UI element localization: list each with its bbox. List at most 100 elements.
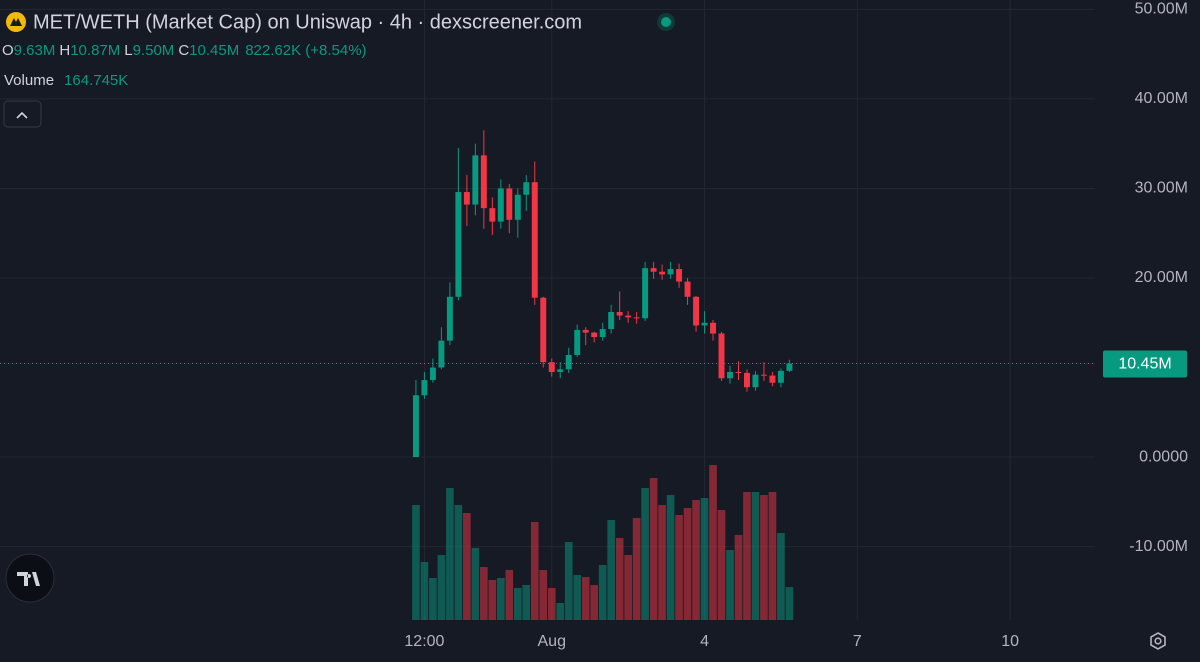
h-label: H [59, 42, 70, 59]
volume-bar [649, 478, 658, 620]
candle-body [735, 372, 742, 373]
y-tick-label: 40.00M [1135, 90, 1188, 107]
volume-bar [598, 565, 607, 620]
volume-bar [692, 500, 700, 620]
x-tick-label: Aug [538, 633, 566, 650]
candle-body [574, 329, 581, 355]
last-price-box [1103, 350, 1187, 378]
volume-bar [632, 518, 641, 620]
last-price-label: 10.45M [1118, 356, 1171, 373]
candle-body [463, 192, 470, 205]
candle-body [616, 312, 623, 316]
x-tick-label: 4 [700, 633, 709, 650]
volume-bar [700, 498, 709, 620]
volume-bar [463, 513, 471, 620]
volume-bar [726, 550, 734, 620]
candle-body [693, 296, 700, 326]
candle-body [599, 329, 606, 338]
volume-bar [513, 588, 522, 620]
volume-bar [683, 508, 692, 620]
candle-body [506, 188, 513, 220]
settings-icon [1150, 632, 1166, 650]
candle-body [497, 188, 504, 222]
y-tick-label: 30.00M [1135, 180, 1188, 197]
candles [412, 130, 793, 458]
x-tick-label: 12:00 [404, 633, 444, 650]
candle-body [472, 155, 479, 205]
change: 822.62K (+8.54%) [245, 42, 366, 59]
candle-body [489, 208, 496, 222]
candle-body [718, 333, 725, 379]
volume-bar [556, 603, 565, 620]
candle-body [429, 367, 436, 381]
candle-body [565, 354, 572, 370]
volume-bar [751, 492, 760, 620]
candle-body [523, 182, 530, 195]
c-value: 10.45M [189, 42, 239, 59]
y-tick-label: -10.00M [1129, 538, 1188, 555]
tv-logo[interactable] [5, 553, 55, 603]
volume-bar [581, 577, 590, 620]
c-label: C [178, 42, 189, 59]
volume-bar [539, 570, 548, 620]
volume-bar [496, 578, 505, 620]
candle-body [710, 322, 716, 334]
l-label: L [124, 42, 132, 59]
candle-body [659, 271, 666, 275]
candle-body [514, 194, 521, 220]
candle-body [752, 374, 759, 388]
candle-body [667, 269, 674, 275]
candle-body [540, 297, 547, 363]
volume-bars [412, 465, 794, 620]
volume-legend: Volume 164.745K [4, 72, 128, 89]
volume-bar [760, 495, 768, 620]
candle-body [412, 395, 419, 458]
chart-title: MET/WETH (Market Cap) on Uniswap · 4h · … [33, 11, 582, 33]
candle-body [760, 374, 767, 376]
tv-logo-mark [17, 572, 40, 586]
candle-body [438, 340, 445, 368]
candle-body [777, 370, 784, 383]
volume-bar [590, 585, 599, 620]
volume-bar [743, 492, 751, 620]
volume-bar [429, 578, 437, 620]
candle-body [727, 372, 733, 379]
candle-body [633, 317, 640, 319]
candle-body [701, 322, 708, 326]
volume-bar [709, 465, 717, 620]
candle-body [531, 182, 538, 298]
header: MET/WETH (Market Cap) on Uniswap · 4h · … [2, 11, 675, 128]
o-value: 9.63M [14, 42, 56, 59]
volume-bar [666, 495, 675, 620]
settings-button[interactable] [1150, 632, 1166, 650]
volume-bar [437, 555, 446, 620]
candle-body [446, 296, 453, 341]
collapse-icon [16, 111, 28, 119]
candle-body [455, 192, 462, 297]
volume-bar [446, 488, 454, 620]
volume-bar [768, 492, 777, 620]
candle-body [642, 268, 649, 319]
x-tick-label: 10 [1001, 633, 1019, 650]
candle-body [625, 315, 632, 318]
volume-label: Volume [4, 72, 54, 89]
candle-body [582, 329, 589, 333]
settings-icon-center [1154, 637, 1162, 645]
candle-body [650, 268, 657, 272]
volume-bar [734, 535, 743, 620]
volume-bar [607, 520, 615, 620]
x-tick-label: 7 [853, 633, 862, 650]
volume-bar [675, 515, 683, 620]
volume-bar [471, 548, 480, 620]
volume-bar [785, 587, 794, 620]
axes: 50.00M 40.00M 30.00M 20.00M 0.0000 -10.00M 12:… [0, 1, 1188, 650]
ohlc-legend: O9.63M H10.87M L9.50M C10.45M 822.62K (+8.54… [2, 42, 367, 59]
volume-bar [658, 505, 666, 620]
volume-bar [454, 505, 463, 620]
candle-body [769, 375, 776, 383]
y-tick-label: 20.00M [1135, 269, 1188, 286]
status-dot [661, 17, 671, 27]
candle-body [786, 363, 793, 371]
